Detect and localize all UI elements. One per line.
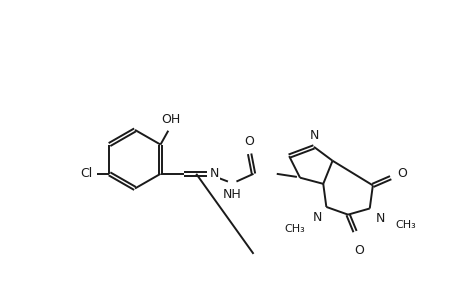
Text: CH₃: CH₃ — [394, 220, 415, 230]
Text: OH: OH — [162, 113, 180, 126]
Text: O: O — [396, 167, 406, 180]
Text: O: O — [243, 135, 253, 148]
Text: O: O — [353, 244, 363, 257]
Text: N: N — [308, 129, 318, 142]
Text: N: N — [313, 211, 322, 224]
Text: NH: NH — [222, 188, 241, 201]
Text: Cl: Cl — [80, 167, 92, 180]
Text: N: N — [375, 212, 385, 225]
Text: CH₃: CH₃ — [283, 224, 304, 233]
Text: N: N — [209, 167, 218, 180]
